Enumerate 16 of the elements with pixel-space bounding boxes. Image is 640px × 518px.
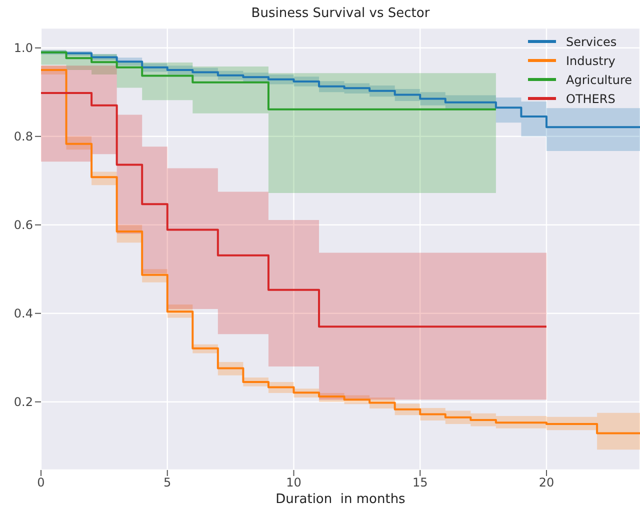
x-tick-label: 15 bbox=[412, 476, 428, 490]
x-tick-label: 20 bbox=[538, 476, 554, 490]
x-tick-label: 10 bbox=[286, 476, 302, 490]
x-tick-label: 5 bbox=[164, 476, 172, 490]
y-tick-label: 0.6 bbox=[14, 218, 33, 232]
y-tick-label: 0.4 bbox=[14, 306, 33, 321]
y-tick-label: 0.8 bbox=[14, 130, 33, 144]
y-tick-label: 1.0 bbox=[14, 41, 33, 56]
chart-title: Business Survival vs Sector bbox=[250, 6, 431, 21]
x-axis-title: Duration in months bbox=[274, 492, 406, 507]
x-tick-label: 0 bbox=[37, 476, 45, 490]
legend-label: Services bbox=[566, 34, 617, 48]
legend-label: OTHERS bbox=[566, 92, 616, 106]
legend-label: Agriculture bbox=[566, 72, 632, 86]
y-tick-label: 0.2 bbox=[14, 395, 33, 410]
legend-label: Industry bbox=[566, 54, 616, 68]
